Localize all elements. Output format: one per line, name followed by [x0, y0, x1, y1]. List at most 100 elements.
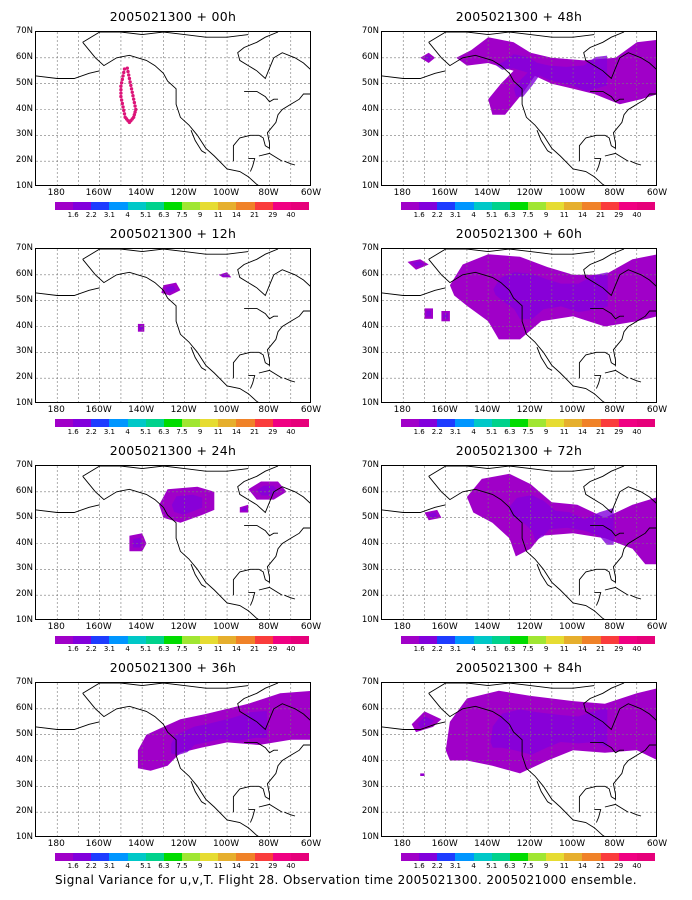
coastline — [258, 803, 283, 813]
colorbar-swatch — [200, 853, 219, 861]
colorbar-label: 6.3 — [158, 211, 170, 219]
figure-caption: Signal Variance for u,v,T. Flight 28. Ob… — [55, 873, 637, 887]
colorbar-label: 4 — [125, 211, 130, 219]
flight-track-point — [128, 80, 132, 84]
colorbar-swatch — [546, 419, 565, 427]
colorbar-label: 21 — [596, 428, 606, 436]
colorbar-swatch — [600, 853, 619, 861]
lat-label: 50N — [15, 294, 33, 305]
lat-label: 10N — [15, 181, 33, 191]
panel-title: 2005021300 + 48h — [455, 9, 583, 24]
colorbar — [55, 202, 309, 210]
coastline — [284, 160, 296, 166]
colorbar-swatch — [290, 853, 309, 861]
coastline — [382, 287, 446, 296]
colorbar-label: 7.5 — [522, 862, 534, 870]
lat-label: 70N — [15, 677, 33, 687]
colorbar-swatch — [473, 853, 492, 861]
colorbar-swatch — [218, 419, 237, 427]
lon-label: 180 — [393, 622, 411, 632]
lat-label: 60N — [361, 268, 379, 279]
colorbar-swatch — [582, 853, 601, 861]
coastline — [284, 594, 296, 600]
colorbar-label: 11 — [213, 862, 223, 870]
coastline — [258, 152, 283, 162]
lat-label: 30N — [15, 563, 33, 574]
flight-track-point — [132, 100, 137, 105]
variance-contour-inner — [421, 774, 424, 776]
colorbar-swatch — [564, 636, 583, 644]
colorbar-swatch — [73, 202, 92, 210]
colorbar-swatch — [218, 202, 237, 210]
colorbar-label: 11 — [213, 211, 223, 219]
colorbar-label: 6.3 — [504, 211, 516, 219]
flight-track-point — [119, 87, 123, 92]
variance-contour-inner — [133, 537, 143, 548]
colorbar-label: 2.2 — [431, 862, 443, 870]
lat-label: 20N — [15, 806, 33, 817]
colorbar-label: 40 — [632, 645, 642, 653]
colorbar-swatch — [600, 419, 619, 427]
colorbar-label: 9 — [543, 428, 549, 436]
lon-label: 180 — [47, 405, 65, 415]
map-area — [381, 682, 657, 837]
colorbar-label: 7.5 — [176, 428, 188, 436]
coastline — [428, 42, 605, 185]
colorbar-label: 29 — [614, 211, 624, 219]
colorbar-swatch — [455, 636, 474, 644]
colorbar-label: 21 — [250, 428, 260, 436]
colorbar-swatch — [218, 853, 237, 861]
map-canvas — [36, 32, 310, 185]
lat-label: 60N — [15, 51, 33, 62]
lat-label: 70N — [361, 677, 379, 687]
coastline — [428, 476, 605, 619]
colorbar-label: 1.6 — [413, 428, 425, 436]
colorbar-swatch — [419, 202, 438, 210]
colorbar — [401, 853, 655, 861]
coastline — [536, 564, 553, 588]
colorbar-label: 11 — [559, 428, 569, 436]
lat-label: 30N — [15, 129, 33, 140]
coastline — [190, 130, 207, 154]
panel-title: 2005021300 + 24h — [109, 443, 237, 458]
map-area — [381, 31, 657, 186]
coastline — [428, 259, 605, 402]
map-area — [35, 465, 311, 620]
panel-title: 2005021300 + 72h — [455, 443, 583, 458]
flight-track-point — [130, 90, 134, 94]
colorbar-label: 3.1 — [449, 645, 461, 653]
colorbar-swatch — [91, 419, 110, 427]
colorbar-label: 9 — [197, 645, 203, 653]
colorbar-swatch — [564, 202, 583, 210]
colorbar-label: 1.6 — [67, 428, 79, 436]
colorbar-label: 6.3 — [504, 428, 516, 436]
lon-label: 160W — [431, 405, 458, 415]
colorbar-swatch — [127, 419, 146, 427]
coastline — [590, 307, 624, 320]
lat-label: 20N — [361, 372, 379, 383]
colorbar-label: 29 — [614, 645, 624, 653]
colorbar-label: 6.3 — [504, 645, 516, 653]
lon-label: 60W — [300, 188, 322, 198]
colorbar-label: 2.2 — [85, 428, 97, 436]
colorbar-swatch — [564, 419, 583, 427]
lat-label: 60N — [15, 485, 33, 496]
lat-label: 10N — [361, 398, 379, 408]
coastline — [583, 32, 656, 80]
lat-label: 50N — [361, 294, 379, 305]
colorbar-label: 21 — [596, 211, 606, 219]
lon-label: 100W — [213, 622, 240, 632]
coastline — [536, 781, 553, 805]
coastline — [248, 375, 256, 389]
coastline — [82, 32, 249, 43]
coastline — [232, 527, 310, 596]
flight-track-point — [122, 112, 127, 116]
lat-label: 10N — [361, 832, 379, 842]
colorbar-label: 4 — [125, 645, 130, 653]
colorbar-swatch — [290, 419, 309, 427]
lat-label: 40N — [361, 103, 379, 114]
lat-label: 60N — [15, 268, 33, 279]
colorbar-swatch — [636, 202, 655, 210]
coastline — [244, 741, 278, 754]
